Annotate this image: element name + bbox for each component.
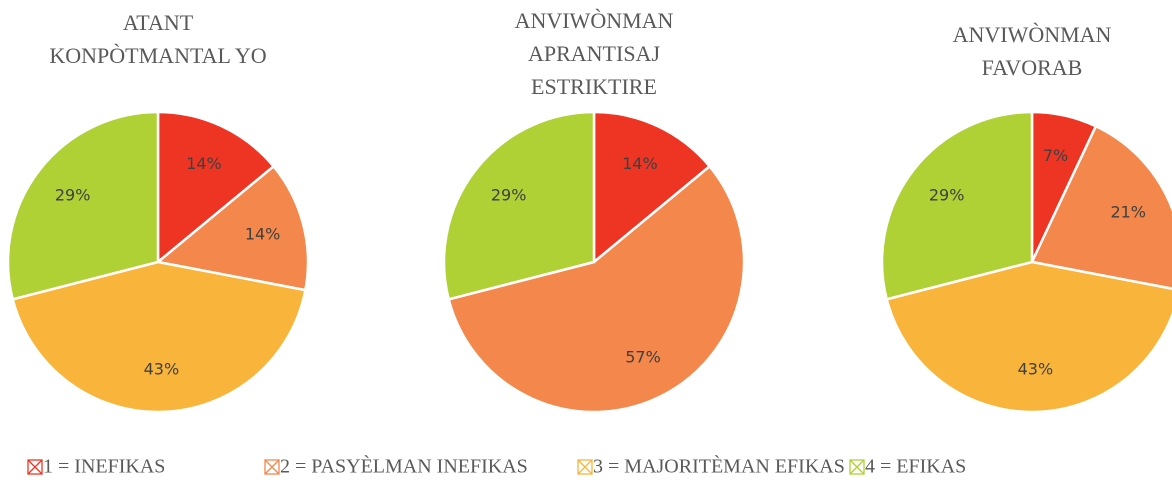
data-label: 14% xyxy=(245,225,281,244)
pie-slice xyxy=(885,260,1172,414)
data-label: 7% xyxy=(1043,146,1068,165)
legend-marker-cross xyxy=(27,459,43,475)
data-label: 14% xyxy=(186,154,222,173)
chart-title: ANVIWÒNMAN FAVORAB xyxy=(952,22,1112,80)
pie-slice xyxy=(442,110,596,301)
legend-label: 2 = PASYÈLMAN INEFIKAS xyxy=(280,455,528,478)
pie-slice xyxy=(11,260,307,414)
pie-slice xyxy=(447,164,746,414)
legend-marker-cross xyxy=(577,459,593,475)
legend-label: 1 = INEFIKAS xyxy=(43,456,165,478)
pie-slice xyxy=(156,110,276,265)
legend-label: 4 = EFIKAS xyxy=(865,456,966,478)
data-label: 57% xyxy=(625,348,661,367)
legend-marker-cross xyxy=(264,459,280,475)
pie-slice xyxy=(155,164,310,292)
pie-slice xyxy=(1030,124,1172,290)
legend-marker xyxy=(27,459,43,475)
data-label: 29% xyxy=(491,185,527,204)
chart-title: ATANT KONPÒTMANTAL YO xyxy=(49,10,267,68)
legend-item: 4 = EFIKAS xyxy=(849,456,966,478)
data-label: 43% xyxy=(1018,359,1054,378)
pie-slice xyxy=(6,110,160,301)
data-label: 29% xyxy=(55,185,91,204)
legend-marker xyxy=(264,459,280,475)
legend-marker-cross xyxy=(849,459,865,475)
chart-title: ANVIWÒNMAN APRANTISAJ ESTRIKTIRE xyxy=(514,8,674,99)
legend-marker xyxy=(849,459,865,475)
pie-slice xyxy=(880,110,1034,301)
data-label: 43% xyxy=(144,359,180,378)
pie-slice xyxy=(592,110,712,265)
legend-marker xyxy=(577,459,593,475)
legend-item: 2 = PASYÈLMAN INEFIKAS xyxy=(264,455,528,478)
legend-label: 3 = MAJORITÈMAN EFIKAS xyxy=(593,455,845,478)
data-label: 21% xyxy=(1110,202,1146,221)
data-label: 14% xyxy=(622,154,658,173)
legend-item: 3 = MAJORITÈMAN EFIKAS xyxy=(577,455,845,478)
legend-item: 1 = INEFIKAS xyxy=(27,456,165,478)
data-label: 29% xyxy=(929,185,965,204)
